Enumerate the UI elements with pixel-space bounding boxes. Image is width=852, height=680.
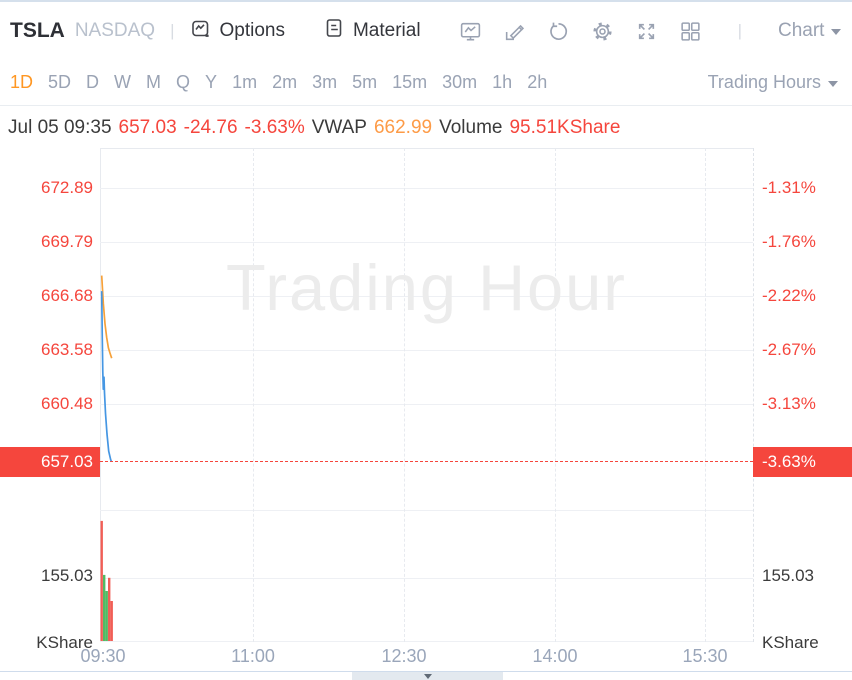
- collapse-arrow-icon: [423, 673, 432, 679]
- divider: |: [737, 21, 742, 40]
- timeframe-tab-5m[interactable]: 5m: [352, 72, 378, 92]
- gridline-h: [100, 641, 753, 642]
- chart-view-label: Chart: [777, 20, 825, 41]
- gridline-h: [100, 510, 753, 511]
- layout-grid-icon[interactable]: [679, 20, 702, 43]
- pct-axis-label: -1.76%: [762, 232, 816, 251]
- timeframe-tab-q[interactable]: Q: [176, 72, 191, 92]
- timeframe-tab-2h[interactable]: 2h: [527, 72, 548, 92]
- timeframe-tab-y[interactable]: Y: [205, 72, 218, 92]
- timeframe-tab-3m[interactable]: 3m: [312, 72, 338, 92]
- bottom-scroll-handle[interactable]: [352, 672, 503, 680]
- gridline-v: [253, 148, 254, 642]
- pct-axis-label: -2.67%: [762, 340, 816, 359]
- volume-unit-label: KShare: [36, 633, 93, 652]
- time-axis-label: 14:00: [532, 646, 578, 666]
- chevron-down-icon: [828, 80, 838, 87]
- volume-value: 95.51KShare: [509, 116, 621, 138]
- current-price-dashed-line: [100, 461, 753, 462]
- trading-hours-dropdown[interactable]: Trading Hours: [708, 72, 838, 93]
- gridline-v: [555, 148, 556, 642]
- quote-price: 657.03: [118, 116, 177, 138]
- gridline-v: [404, 148, 405, 642]
- timeframe-tab-1h[interactable]: 1h: [492, 72, 513, 92]
- gridline-h: [100, 148, 753, 149]
- quote-info-bar: Jul 05 09:35 657.03 -24.76 -3.63% VWAP 6…: [0, 107, 852, 148]
- draw-tools-icon[interactable]: [503, 20, 526, 43]
- price-axis-label: 663.58: [41, 340, 93, 359]
- price-volume-chart[interactable]: [100, 148, 753, 642]
- material-menu-button[interactable]: Material: [323, 17, 421, 45]
- header-right-tools: | Chart: [459, 20, 842, 43]
- material-menu-label: Material: [352, 20, 421, 41]
- timeframe-tab-w[interactable]: W: [114, 72, 132, 92]
- settings-gear-icon[interactable]: [591, 20, 614, 43]
- top-border-line: [0, 0, 852, 2]
- price-axis-label: 666.68: [41, 286, 93, 305]
- price-axis-label: 669.79: [41, 232, 93, 251]
- time-axis-label: 11:00: [231, 646, 275, 666]
- gridline-h: [100, 242, 753, 243]
- time-axis-label: 09:30: [80, 646, 126, 666]
- symbol-title: TSLA: [10, 19, 65, 42]
- gridline-h: [100, 578, 753, 579]
- price-axis-label: 660.48: [41, 394, 93, 413]
- chart-view-dropdown[interactable]: Chart: [777, 20, 842, 42]
- material-document-icon: [323, 17, 345, 45]
- bottom-scroll-track: [0, 671, 852, 672]
- pct-axis-label: -1.31%: [762, 178, 816, 197]
- current-price-badge: 657.03: [0, 447, 100, 477]
- timeframe-tab-m[interactable]: M: [146, 72, 162, 92]
- gridline-h: [100, 350, 753, 351]
- options-chart-box-icon: [190, 17, 212, 45]
- reset-refresh-icon[interactable]: [547, 20, 570, 43]
- gridline-h: [100, 188, 753, 189]
- volume-axis-label: 155.03: [41, 566, 93, 585]
- volume-unit-label: KShare: [762, 633, 819, 652]
- options-menu-label: Options: [219, 20, 285, 41]
- quote-change-pct: -3.63%: [244, 116, 305, 138]
- gridline-h: [100, 404, 753, 405]
- vwap-value: 662.99: [373, 116, 433, 138]
- exchange-label: NASDAQ: [74, 20, 156, 41]
- timeframe-tab-5d[interactable]: 5D: [48, 72, 72, 92]
- chevron-down-icon: [831, 29, 842, 35]
- pct-axis-label: -2.22%: [762, 286, 816, 305]
- gridline-v: [705, 148, 706, 642]
- fullscreen-expand-icon[interactable]: [635, 20, 658, 43]
- gridline-v: [100, 148, 101, 642]
- gridline-v: [753, 148, 754, 642]
- header-toolbar: TSLA NASDAQ | Options Material: [0, 2, 852, 60]
- volume-label: Volume: [439, 116, 503, 138]
- quote-datetime: Jul 05 09:35: [8, 116, 112, 138]
- price-axis-label: 672.89: [41, 178, 93, 197]
- timeframe-tab-1m[interactable]: 1m: [232, 72, 258, 92]
- timeframe-tab-1d[interactable]: 1D: [10, 72, 34, 92]
- vwap-label: VWAP: [311, 116, 367, 138]
- options-menu-button[interactable]: Options: [190, 17, 285, 45]
- current-pct-badge: -3.63%: [753, 447, 852, 477]
- watermark-text: Trading Hour: [226, 251, 627, 324]
- volume-axis-label: 155.03: [762, 566, 814, 585]
- timeframe-tab-30m[interactable]: 30m: [442, 72, 478, 92]
- chart-snapshot-icon[interactable]: [459, 20, 482, 43]
- divider: |: [170, 21, 175, 40]
- timeframe-tab-2m[interactable]: 2m: [272, 72, 298, 92]
- pct-axis-label: -3.13%: [762, 394, 816, 413]
- time-axis-label: 15:30: [682, 646, 728, 666]
- gridline-h: [100, 296, 753, 297]
- timeframe-tab-d[interactable]: D: [86, 72, 100, 92]
- trading-hours-label: Trading Hours: [707, 72, 821, 92]
- timeframe-tab-15m[interactable]: 15m: [392, 72, 428, 92]
- time-axis-label: 12:30: [381, 646, 427, 666]
- timeframe-tabbar: 1D 5D D W M Q Y 1m 2m 3m 5m 15m 30m 1h 2…: [0, 60, 852, 106]
- quote-change: -24.76: [183, 116, 238, 138]
